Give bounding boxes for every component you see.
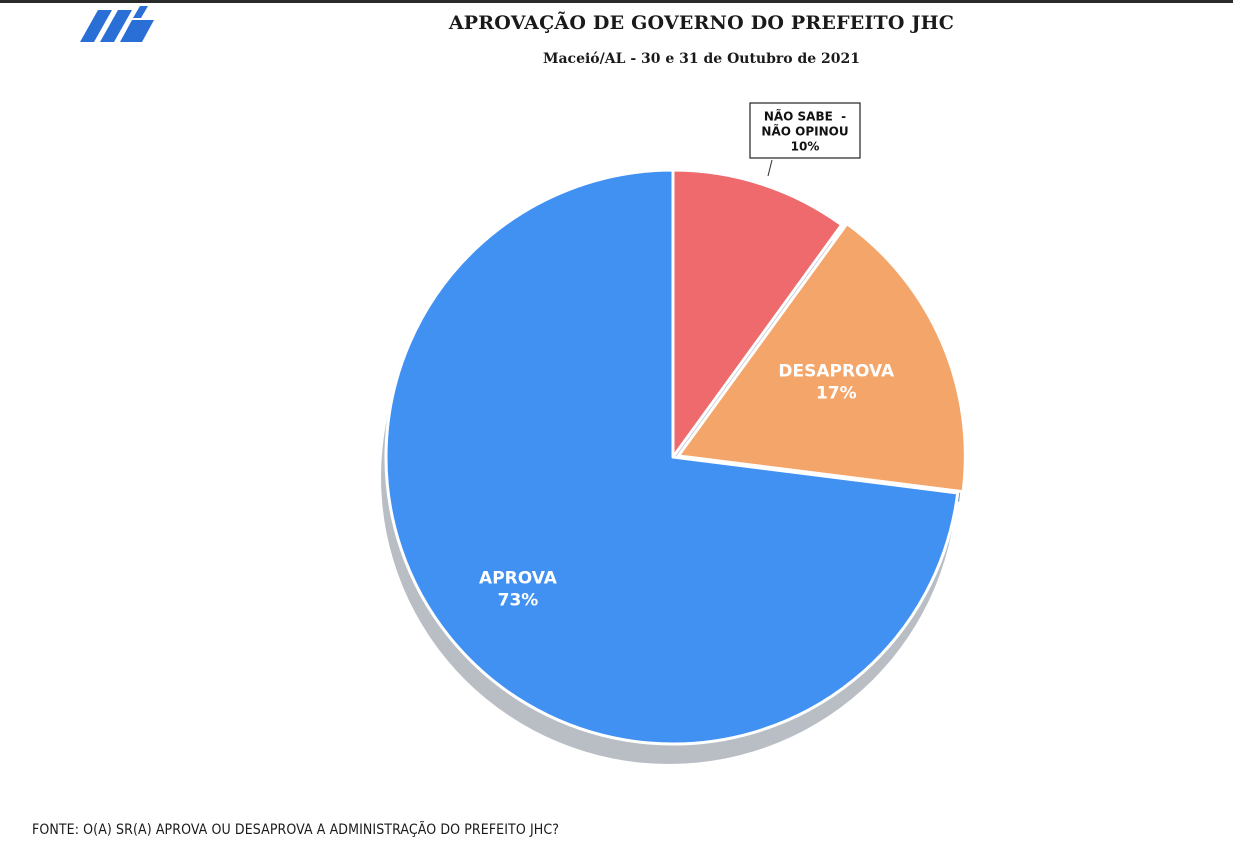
chart-title: APROVAÇÃO DE GOVERNO DO PREFEITO JHC	[448, 12, 955, 34]
slice-value-label-aprova: 73%	[498, 591, 539, 611]
pie-slice-n-o-sabe-n-o-opinou	[671, 168, 844, 459]
slice-category-label-desaprova: DESAPROVA	[778, 361, 895, 381]
pie-slice-aprova	[384, 168, 960, 746]
stacked-parallelogram-logo-icon	[80, 6, 154, 42]
callout-box	[749, 102, 861, 159]
slice-category-label-n-o-sabe-n-o-opinou: NÃO SABE -	[764, 109, 846, 124]
slice-category-label-aprova: APROVA	[479, 569, 558, 589]
chart-subtitle: Maceió/AL - 30 e 31 de Outubro de 2021	[542, 51, 861, 67]
slice-value-label-desaprova: 17%	[816, 383, 857, 403]
callout-leader-line	[767, 159, 773, 177]
slice-value-label-n-o-sabe-n-o-opinou: 10%	[791, 140, 820, 154]
top-border	[0, 0, 1233, 3]
slice-category-label-n-o-sabe-n-o-opinou: NÃO OPINOU	[761, 124, 848, 139]
source-footnote: FONTE: O(A) SR(A) APROVA OU DESAPROVA A …	[32, 822, 560, 838]
pie-slice-desaprova	[676, 222, 967, 494]
